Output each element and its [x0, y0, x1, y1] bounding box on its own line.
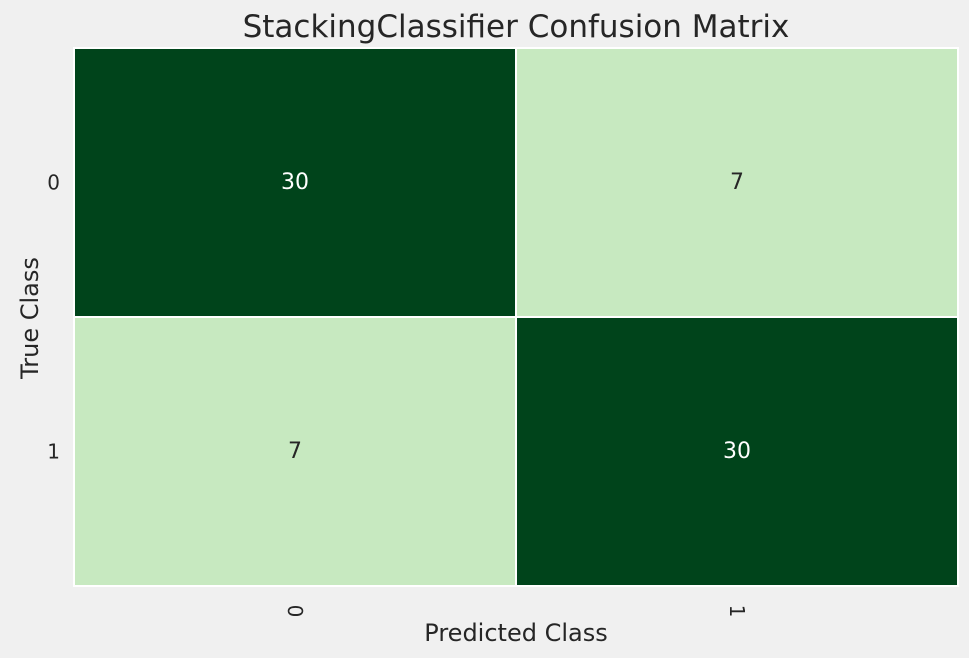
y-tick-label: 0	[47, 171, 60, 195]
x-tick-label: 1	[725, 605, 749, 618]
heatmap-cells	[73, 47, 959, 587]
y-axis-label: True Class	[16, 257, 44, 380]
chart-title: StackingClassifier Confusion Matrix	[243, 9, 790, 45]
heatmap-cell-0-0	[73, 47, 517, 318]
cell-value-1-0: 7	[288, 439, 302, 464]
heatmap-cell-1-1	[515, 316, 959, 587]
heatmap-cell-0-1	[515, 47, 959, 318]
cell-value-0-1: 7	[730, 170, 744, 195]
x-tick-label: 0	[283, 605, 307, 618]
y-axis-ticks: 01	[47, 171, 60, 464]
x-axis-label: Predicted Class	[424, 619, 607, 647]
heatmap-cell-1-0	[73, 316, 517, 587]
heatmap-cell-labels: 30 7 7 30	[281, 170, 751, 464]
cell-value-0-0: 30	[281, 170, 309, 195]
y-tick-label: 1	[47, 440, 60, 464]
cell-value-1-1: 30	[723, 439, 751, 464]
